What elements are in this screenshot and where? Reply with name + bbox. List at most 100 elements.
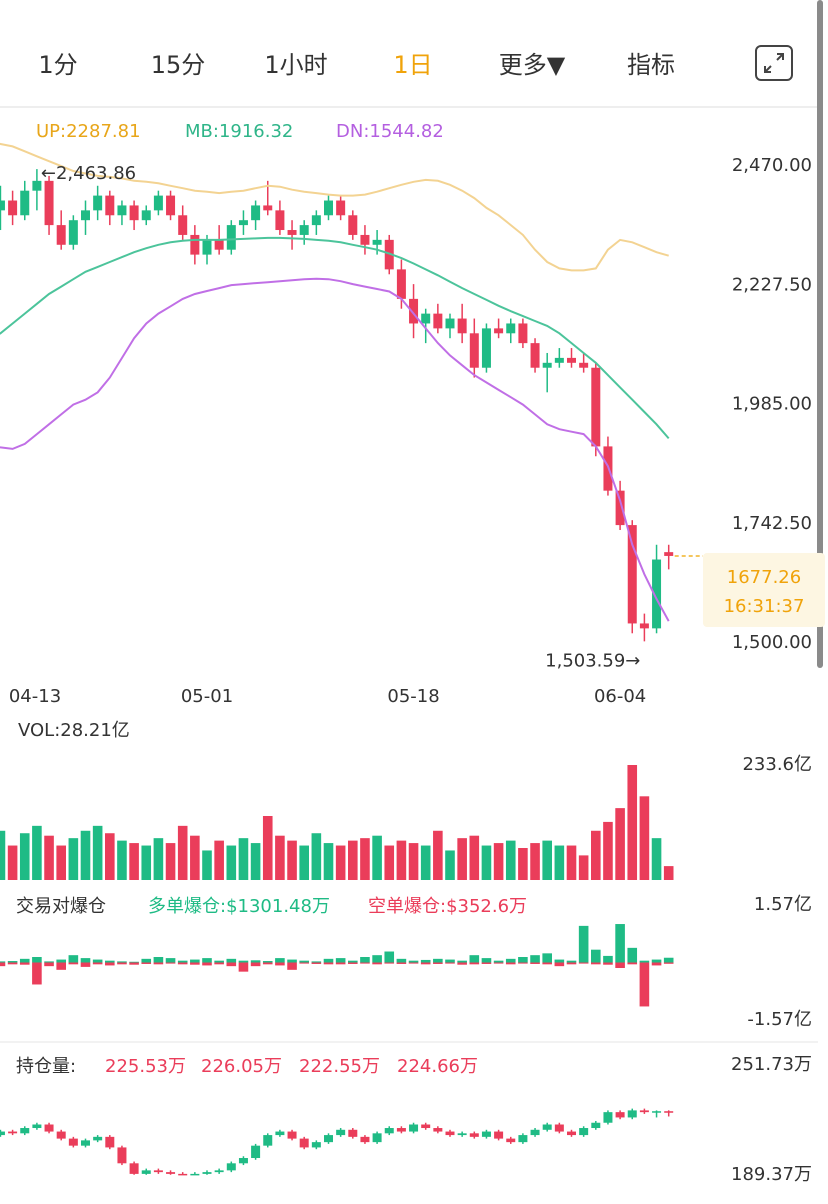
liquidation-bar (311, 961, 322, 963)
candle-body (579, 362, 589, 368)
chart-layer: 1分 15分 1小时 1日 更多▼ 指标 2,470.00 2,227.50 1,985.00 1… (0, 51, 825, 1185)
tab[interactable]: 1小时 (264, 51, 327, 79)
liquidation-bar (323, 958, 334, 963)
candle-body (421, 1124, 431, 1129)
volume-bar (554, 845, 565, 880)
liquidation-bar (250, 960, 261, 963)
liquidation-bar (396, 962, 407, 964)
indicator-label: DN:1544.82 (336, 121, 444, 142)
liquidation-bar (299, 960, 309, 963)
candle-body (299, 1138, 309, 1148)
candle-body (129, 1163, 139, 1174)
liquidation-bar (92, 959, 103, 963)
volume-bar (44, 835, 54, 880)
liquidation-bar (214, 962, 224, 965)
candle-body (202, 1172, 212, 1174)
liquidation-bar (481, 962, 492, 964)
candle-body (263, 1135, 273, 1146)
volume-bar (214, 840, 224, 880)
volume-bar (348, 840, 358, 880)
liquidation-bar (117, 961, 127, 963)
liquidation-bar (518, 957, 528, 963)
expand-icon[interactable] (755, 45, 793, 81)
candle-body (506, 323, 516, 334)
liquidation-bar (214, 960, 224, 963)
liquidation-bar (56, 962, 66, 970)
liquidation-bar (384, 962, 395, 964)
liquidation-bar (505, 962, 516, 965)
candle-body (56, 225, 66, 245)
volume-bar (117, 840, 127, 880)
liquidation-bar (117, 962, 127, 965)
candle-body (178, 1173, 188, 1176)
liquidation-bar (7, 961, 18, 963)
volume-bar (591, 830, 601, 880)
liquidation-bar (651, 959, 662, 963)
liquidation-bar (542, 953, 552, 963)
volume-bar (445, 850, 455, 880)
candle-body (0, 200, 5, 211)
volume-bar (420, 845, 431, 880)
legend-entry: 多单爆仓:$1301.48万 (148, 896, 330, 917)
tab[interactable]: 更多▼ (499, 51, 566, 79)
candles (0, 142, 674, 642)
liquidation-bar (663, 962, 674, 964)
scrollbar (817, 0, 823, 668)
candle-body (238, 220, 248, 226)
candle-body (506, 1138, 516, 1143)
candle-body (372, 239, 382, 245)
candle-body (396, 1128, 406, 1132)
liquidation-bar (663, 957, 674, 963)
volume-bar (408, 843, 419, 880)
volume-bar (627, 765, 638, 880)
panel-title: 持仓量: (16, 1056, 76, 1077)
volume-bar (372, 835, 382, 880)
liquidation-bar (7, 962, 18, 965)
candle-body (32, 1124, 42, 1129)
candle-body (20, 190, 30, 216)
liquidation-bar (408, 960, 419, 963)
liquidation-bar (153, 957, 164, 963)
candle-body (481, 328, 491, 368)
candle-body (409, 298, 419, 324)
liquidation-bar (129, 961, 139, 963)
candle-body (251, 205, 261, 221)
liquidation-bar (554, 962, 565, 967)
volume-bar (226, 845, 237, 880)
candle-body (287, 1131, 297, 1139)
candle-body (129, 205, 139, 221)
volume-bar (238, 838, 249, 880)
volume-bar (384, 845, 395, 880)
candle-body (530, 1129, 540, 1136)
candle-body (153, 195, 163, 211)
candle-body (287, 230, 297, 235)
tab[interactable]: 指标 (627, 51, 675, 79)
price-tag (703, 553, 825, 627)
candle-body (481, 1131, 491, 1137)
candle-body (226, 225, 236, 250)
liquidation-bar (493, 962, 504, 964)
tab[interactable]: 1分 (38, 51, 77, 79)
volume-bar (177, 825, 188, 880)
candle-body (457, 1133, 467, 1136)
liquidation-bar (433, 958, 443, 963)
x-tick-label: 05-18 (387, 686, 439, 707)
tab[interactable]: 1日 (393, 51, 432, 79)
y-tick-label: 1,500.00 (732, 632, 812, 653)
volume-bar (493, 843, 504, 880)
candle-body (20, 1128, 30, 1134)
volume-bar (19, 833, 30, 880)
liquidation-bar (80, 958, 91, 963)
liquidation-bar (202, 962, 212, 966)
candle-body (530, 343, 540, 368)
tab[interactable]: 15分 (151, 51, 206, 79)
countdown: 16:31:37 (724, 596, 805, 617)
liquidation-bar (141, 962, 152, 964)
liquidation-bar (530, 962, 540, 964)
candle-body (554, 1124, 564, 1132)
liquidation-bar (505, 958, 516, 963)
y-tick-label: 189.37万 (731, 1164, 812, 1185)
candle-body (518, 1135, 528, 1143)
liquidation-bar (335, 962, 346, 965)
candle-body (68, 220, 78, 245)
